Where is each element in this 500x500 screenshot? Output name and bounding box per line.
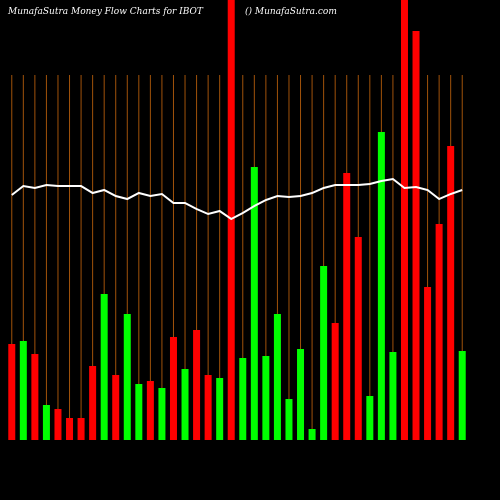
bar (42, 405, 50, 440)
bar (285, 399, 293, 440)
bar (54, 409, 62, 440)
bar (262, 356, 270, 440)
bar (169, 337, 177, 440)
bar (181, 369, 189, 440)
bar (435, 224, 443, 440)
bar (412, 31, 420, 440)
bar (343, 173, 351, 440)
bar (216, 378, 224, 440)
bar (31, 354, 39, 440)
chart-subtitle: () MunafaSutra.com (245, 6, 337, 17)
bar (158, 388, 166, 440)
bar (273, 314, 281, 440)
bar (89, 366, 97, 440)
bar (146, 381, 154, 440)
bar (389, 352, 397, 440)
bar (320, 266, 328, 440)
bar (366, 396, 374, 440)
bar (77, 418, 85, 440)
bar (193, 330, 201, 440)
bar (100, 294, 108, 440)
money-flow-line (11, 177, 463, 221)
bar (331, 323, 339, 440)
bar (458, 351, 466, 440)
bar (66, 418, 74, 440)
chart-title: MunafaSutra Money Flow Charts for IBOT (7, 7, 204, 17)
bar (204, 375, 212, 440)
bar (354, 237, 362, 440)
bar (447, 146, 455, 440)
bar (239, 358, 247, 440)
bar (19, 341, 27, 440)
bar (308, 429, 316, 440)
bar (250, 167, 258, 440)
bar (400, 0, 408, 440)
bar (112, 375, 120, 440)
bar (8, 344, 16, 440)
bar (123, 314, 131, 440)
bar (297, 349, 305, 440)
bar (424, 287, 432, 440)
bar (135, 384, 143, 440)
bar (377, 132, 385, 440)
